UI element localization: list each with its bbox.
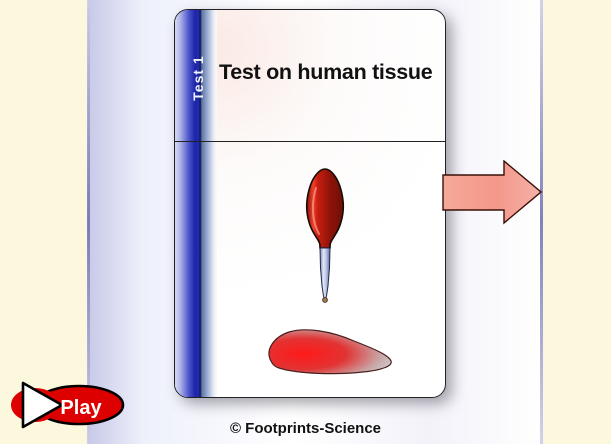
svg-text:Play: Play <box>60 397 102 419</box>
